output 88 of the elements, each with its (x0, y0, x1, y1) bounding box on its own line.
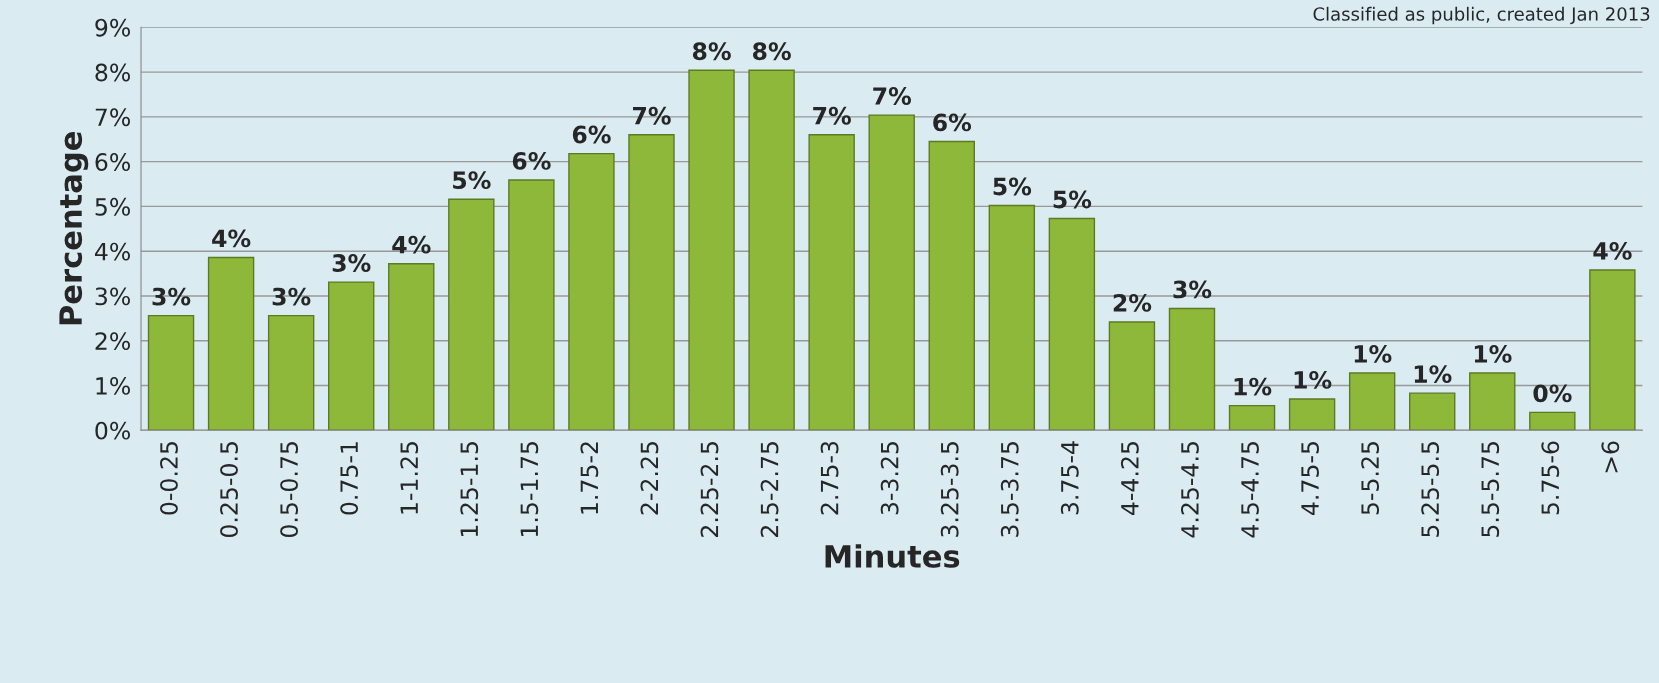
y-tick-label: 3% (95, 287, 130, 306)
bar (1348, 372, 1396, 431)
y-tick-label: 7% (95, 108, 130, 127)
bar (1048, 217, 1096, 431)
data-label: 4% (1593, 242, 1632, 260)
x-tick-label: >6 (1601, 441, 1620, 473)
x-tick-label: 1.75-2 (580, 442, 599, 514)
data-label: 6% (933, 113, 972, 132)
x-tick-label: 3-3.25 (880, 442, 899, 515)
x-tick-label: 5-5.25 (1361, 442, 1380, 515)
x-tick-label: 3.75-4 (1060, 441, 1079, 515)
y-tick-label: 8% (95, 63, 130, 82)
data-label: 5% (453, 171, 491, 190)
bar (267, 314, 315, 431)
data-label: 3% (152, 287, 191, 306)
bar (1288, 398, 1336, 431)
x-tick-label: 4.75-5 (1301, 442, 1319, 515)
bar (808, 134, 855, 431)
bar (448, 198, 495, 431)
bar (147, 314, 195, 431)
data-label: 8% (753, 42, 791, 61)
data-label: 5% (1053, 190, 1092, 209)
data-label: 3% (332, 254, 371, 272)
data-label: 4% (212, 229, 251, 248)
x-tick-label: 1.25-1.5 (460, 442, 479, 537)
data-label: 7% (633, 106, 671, 125)
data-label: 7% (873, 87, 911, 105)
bar (1228, 404, 1276, 431)
bar (928, 140, 975, 431)
x-tick-label: 5.25-5.5 (1421, 442, 1440, 537)
bar (1108, 321, 1156, 431)
bar (988, 204, 1036, 431)
bar (1529, 411, 1576, 431)
x-tick-label: 1.5-1.75 (520, 442, 539, 537)
bar (1469, 372, 1516, 431)
bar (568, 152, 615, 431)
x-tick-label: 0.75-1 (340, 442, 359, 515)
bar (748, 69, 795, 431)
x-tick-label: 5.5-5.75 (1481, 442, 1500, 537)
y-tick-label: 4% (94, 242, 130, 261)
bar (688, 69, 735, 431)
data-label: 7% (813, 106, 851, 125)
y-tick-label: 6% (95, 153, 130, 171)
data-label: 2% (1113, 293, 1152, 312)
x-tick-label: 1-1.25 (400, 442, 419, 514)
data-label: 8% (692, 42, 731, 61)
data-label: 3% (272, 287, 311, 306)
bar (1168, 307, 1216, 431)
data-label: 1% (1414, 365, 1452, 383)
bar (628, 134, 675, 431)
x-tick-label: 0.25-0.5 (220, 442, 238, 538)
y-tick-label: 1% (96, 376, 130, 395)
x-tick-label: 0-0.25 (160, 442, 178, 515)
x-axis-title: Minutes (825, 544, 960, 568)
data-label: 5% (993, 177, 1032, 196)
data-label: 0% (1533, 384, 1572, 403)
x-tick-label: 4.25-4.5 (1180, 442, 1199, 538)
bar (1589, 269, 1636, 431)
text: Classified as public, created Jan 2013 (1313, 6, 1650, 25)
y-tick-label: 2% (95, 332, 130, 351)
x-tick-label: 4.5-4.75 (1241, 442, 1259, 538)
x-tick-label: 5.75-6 (1541, 441, 1560, 515)
data-label: 1% (1354, 344, 1392, 363)
y-tick-label: 0% (95, 421, 130, 440)
x-tick-label: 3.5-3.75 (1000, 442, 1019, 537)
bar (327, 281, 375, 431)
bar (868, 114, 915, 431)
data-label: 1% (1294, 370, 1332, 389)
data-label: 1% (1474, 344, 1512, 363)
x-tick-label: 2.75-3 (820, 441, 839, 515)
data-label: 6% (512, 152, 551, 170)
bar (508, 179, 555, 431)
data-label: 1% (1234, 377, 1272, 396)
bar (388, 263, 435, 431)
x-tick-label: 2.5-2.75 (760, 442, 779, 537)
data-label: 6% (572, 125, 611, 144)
x-tick-label: 0.5-0.75 (280, 442, 299, 538)
bar (1408, 392, 1456, 431)
x-tick-label: 3.25-3.5 (940, 442, 959, 537)
x-tick-label: 2-2.25 (640, 442, 659, 515)
y-tick-label: 9% (95, 18, 130, 37)
x-tick-label: 2.25-2.5 (700, 442, 719, 537)
y-tick-label: 5% (95, 197, 130, 216)
data-label: 3% (1173, 280, 1212, 299)
y-axis-title: Percentage (59, 131, 89, 325)
data-label: 4% (392, 235, 431, 254)
x-tick-label: 4-4.25 (1120, 442, 1139, 515)
bar (207, 256, 255, 431)
